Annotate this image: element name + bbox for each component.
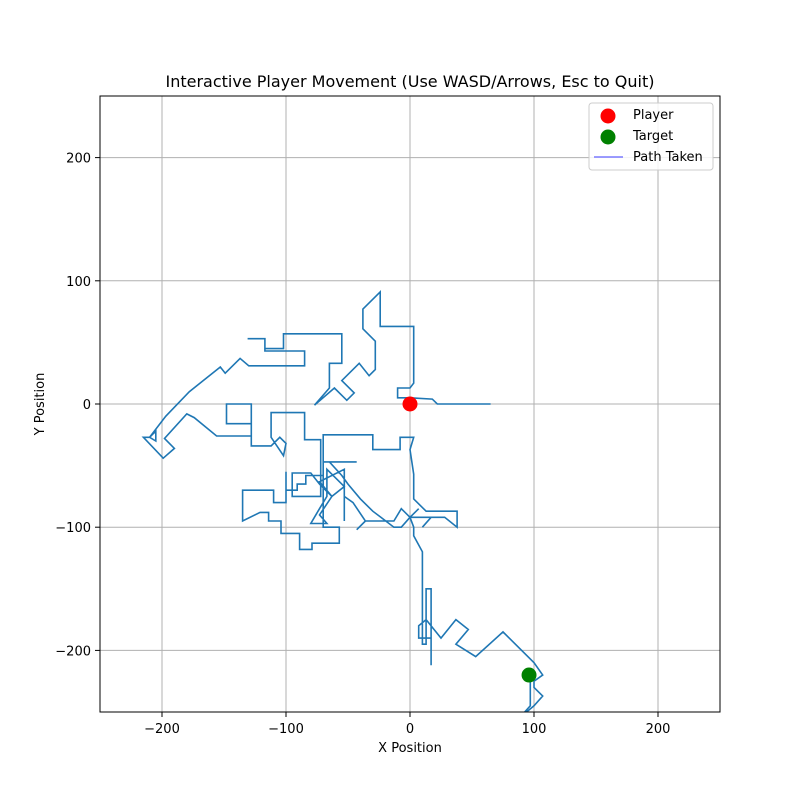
x-tick-label: 200 [646, 722, 671, 737]
y-tick-label: −100 [55, 521, 91, 536]
y-tick-label: 200 [66, 152, 91, 167]
y-axis-label: Y Position [33, 373, 48, 437]
legend-player-marker [600, 108, 616, 124]
x-tick-label: 0 [406, 722, 414, 737]
path-taken-line [141, 289, 544, 712]
legend-target-marker [600, 129, 616, 145]
y-tick-label: 100 [66, 275, 91, 290]
legend-player-label: Player [633, 108, 674, 123]
player-marker [402, 396, 418, 412]
axis-ticks: −200 −100 0 100 200 −200 −100 0 100 200 [55, 152, 670, 737]
path-layer [141, 289, 544, 712]
chart-title: Interactive Player Movement (Use WASD/Ar… [166, 72, 655, 91]
x-tick-label: 100 [522, 722, 547, 737]
target-marker [521, 667, 537, 683]
legend: Player Target Path Taken [588, 102, 714, 171]
x-axis-label: X Position [378, 741, 442, 756]
y-tick-label: −200 [55, 644, 91, 659]
y-tick-label: 0 [83, 398, 91, 413]
legend-target-label: Target [632, 129, 673, 144]
x-tick-label: −100 [268, 722, 304, 737]
legend-box [588, 102, 714, 171]
x-tick-label: −200 [144, 722, 180, 737]
legend-path-label: Path Taken [633, 150, 703, 165]
